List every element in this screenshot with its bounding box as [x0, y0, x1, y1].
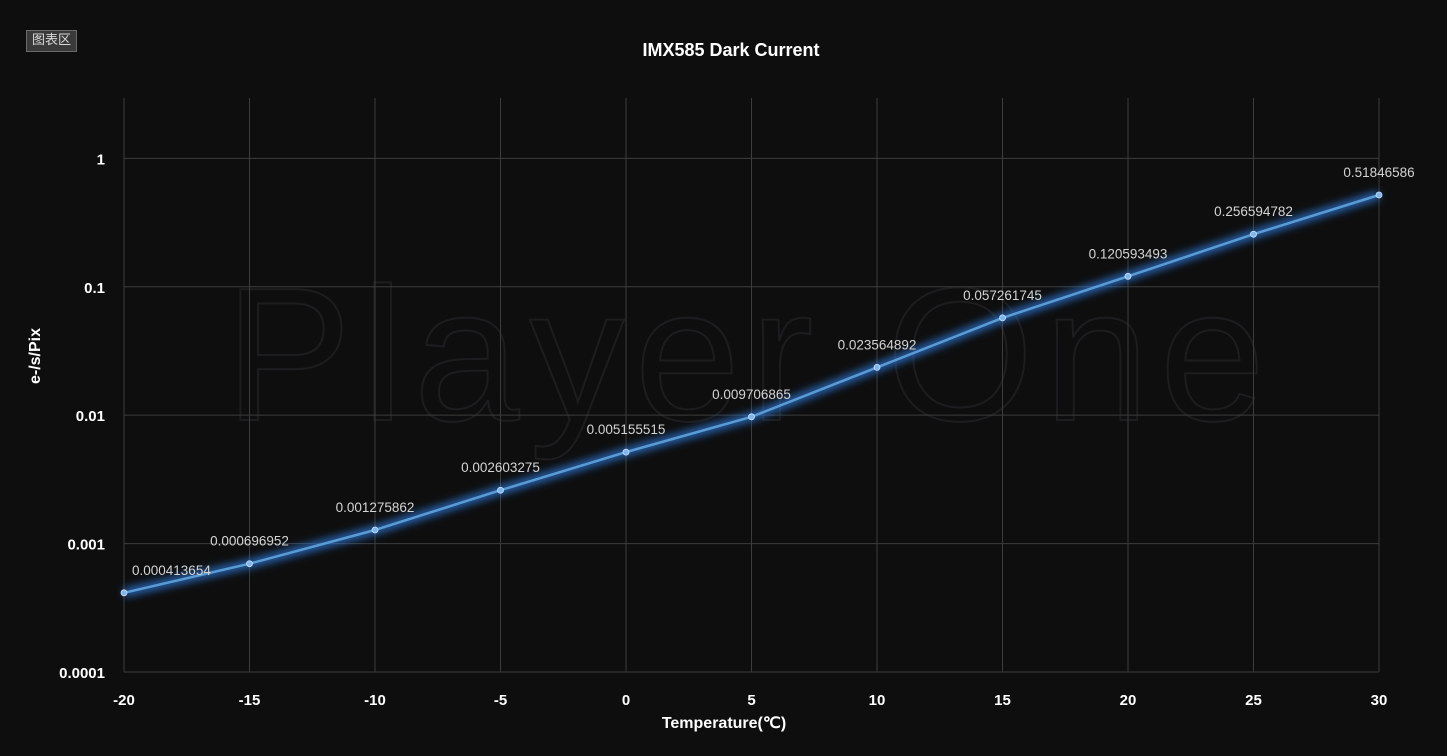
chart-title: IMX585 Dark Current [642, 40, 819, 60]
data-label: 0.005155515 [587, 422, 666, 437]
data-label: 0.057261745 [963, 288, 1042, 303]
x-tick-label: 10 [869, 692, 886, 709]
x-tick-label: 15 [994, 692, 1011, 709]
data-label: 0.120593493 [1089, 246, 1168, 261]
y-tick-label: 1 [97, 151, 105, 168]
y-tick-label: 0.0001 [59, 665, 105, 682]
data-point [622, 448, 630, 456]
data-label: 0.002603275 [461, 460, 540, 475]
x-tick-label: 0 [622, 692, 630, 709]
chart-area-tag: 图表区 [26, 30, 78, 52]
data-label: 0.023564892 [838, 337, 917, 352]
data-point [120, 589, 128, 597]
x-tick-label: 25 [1245, 692, 1262, 709]
data-point [999, 314, 1006, 322]
data-point [246, 560, 253, 568]
data-point [371, 526, 379, 534]
data-point [497, 486, 504, 494]
data-label: 0.256594782 [1214, 204, 1293, 219]
data-label: 0.000413654 [132, 563, 211, 578]
data-point [873, 363, 881, 371]
y-tick-label: 0.01 [76, 408, 105, 425]
data-points [120, 191, 1383, 597]
x-tick-label: -15 [239, 692, 261, 709]
y-tick-label: 0.1 [84, 280, 105, 297]
x-tick-label: -10 [364, 692, 386, 709]
data-label: 0.51846586 [1343, 165, 1414, 180]
axis-ticks: -20 -15 -10 -5 0 5 10 15 20 25 30 1 0.1 0.01 0.001 0.00… [59, 151, 1387, 709]
data-labels: 0.000413654 0.000696952 0.001275862 0.00260… [132, 165, 1415, 578]
x-tick-label: -5 [494, 692, 507, 709]
x-tick-label: 20 [1120, 692, 1137, 709]
data-label: 0.009706865 [712, 387, 791, 402]
x-axis-title: Temperature(℃) [662, 715, 786, 732]
x-tick-label: 30 [1371, 692, 1388, 709]
data-point [1250, 230, 1257, 238]
data-point [1375, 191, 1383, 199]
y-tick-label: 0.001 [67, 537, 105, 554]
x-tick-label: -20 [113, 692, 135, 709]
y-axis-title: e-/s/Pix [27, 328, 44, 384]
data-label: 0.001275862 [336, 500, 415, 515]
x-tick-label: 5 [747, 692, 755, 709]
data-label: 0.000696952 [210, 534, 289, 549]
data-point [748, 413, 755, 421]
data-point [1124, 272, 1132, 280]
